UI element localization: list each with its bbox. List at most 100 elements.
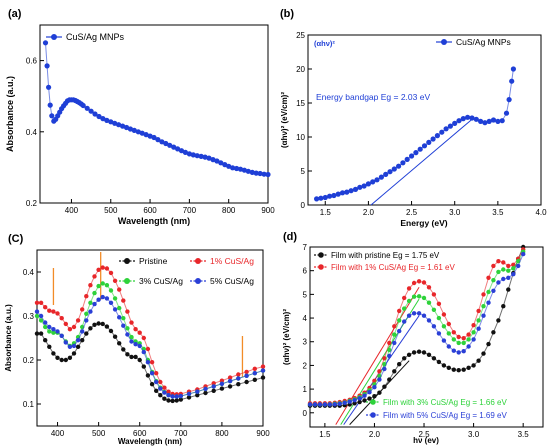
data-point: [244, 373, 249, 378]
data-point: [125, 309, 130, 314]
x-tick-label: 2.0: [369, 430, 381, 439]
x-tick-label: 3.0: [468, 430, 480, 439]
x-tick-label: 4.0: [535, 208, 547, 217]
data-point: [84, 318, 89, 323]
panel-b-corner-label: (αhν)²: [314, 39, 335, 48]
data-point: [426, 352, 432, 357]
data-point: [318, 195, 324, 201]
data-point: [131, 127, 137, 133]
data-point: [100, 294, 105, 300]
x-tick-label: 2.5: [418, 430, 430, 439]
data-point: [203, 386, 208, 392]
data-point: [506, 263, 511, 269]
data-point: [411, 311, 417, 316]
data-point: [348, 188, 354, 194]
panel-b: (b) (αhν)² (αhν)² (eV/cm)² Energy (eV) E…: [280, 8, 547, 228]
data-point: [260, 368, 266, 373]
data-point: [486, 118, 492, 124]
data-point: [84, 105, 90, 111]
panel-b-plot-area: [307, 34, 542, 206]
y-tick-label: 5: [301, 167, 306, 176]
data-point: [421, 313, 427, 318]
data-point: [178, 397, 183, 402]
data-point: [370, 179, 376, 185]
data-point: [108, 328, 114, 334]
data-point: [260, 364, 266, 369]
series-line: [37, 267, 264, 395]
data-point: [206, 155, 212, 161]
data-point: [486, 341, 491, 347]
data-point: [34, 309, 40, 314]
panel-c-legend-item-1pct: 1% CuS/Ag: [190, 256, 254, 266]
y-tick-label: 1: [303, 385, 308, 394]
data-point: [234, 165, 240, 172]
data-point: [461, 349, 466, 354]
data-point: [491, 263, 496, 269]
y-tick-label: 4: [303, 314, 308, 323]
data-point: [478, 118, 484, 124]
data-point: [461, 340, 466, 346]
data-point: [312, 402, 318, 407]
data-point: [121, 316, 126, 321]
panel-c-legend: Pristine 1% CuS/Ag 3% CuS/Ag 5% CuS/Ag: [119, 256, 254, 286]
data-point: [120, 123, 126, 129]
data-point: [80, 102, 86, 109]
data-point: [149, 382, 155, 387]
data-point: [100, 281, 105, 286]
data-point: [495, 118, 501, 124]
data-point: [47, 308, 52, 313]
data-point: [322, 194, 328, 201]
data-point: [104, 324, 110, 329]
data-point: [451, 348, 456, 353]
data-point: [244, 379, 249, 385]
data-point: [145, 373, 151, 378]
series-line: [310, 251, 524, 405]
data-point: [133, 342, 138, 347]
data-point: [452, 120, 458, 126]
data-point: [451, 367, 456, 372]
data-point: [466, 365, 471, 370]
panel-a-legend-text: CuS/Ag MNPs: [66, 32, 125, 42]
data-point: [133, 354, 138, 360]
data-point: [486, 300, 491, 305]
data-point: [202, 154, 208, 160]
data-point: [63, 357, 68, 363]
data-point: [75, 338, 81, 343]
y-tick-label: 2: [303, 361, 308, 370]
data-point: [75, 318, 81, 323]
panel-b-fit-line: [370, 118, 473, 206]
data-point: [511, 272, 516, 277]
panel-d-legend-text: Film with 3% CuS/Ag Eg = 1.66 eV: [383, 398, 508, 407]
series-line: [310, 249, 524, 404]
data-point: [421, 350, 427, 355]
panel-d-plot-area: [309, 246, 544, 428]
x-tick-label: 600: [133, 429, 147, 438]
panel-c: (C) Absorbance (a.u.) Wavelength (nm) 40…: [4, 233, 270, 446]
data-point: [396, 163, 402, 169]
x-tick-label: 700: [174, 429, 188, 438]
data-point: [47, 102, 53, 108]
data-point: [436, 315, 442, 321]
panel-c-xlabel: Wavelength (nm): [118, 437, 182, 446]
data-point: [129, 354, 134, 360]
panel-c-legend-text: 5% CuS/Ag: [210, 276, 254, 286]
data-point: [416, 294, 422, 299]
data-point: [108, 288, 114, 293]
data-point: [331, 192, 337, 199]
data-point: [123, 124, 130, 131]
panel-d-legend-marker: [318, 264, 324, 270]
data-point: [260, 375, 266, 380]
data-point: [499, 118, 505, 124]
data-point: [51, 327, 56, 332]
data-point: [42, 40, 49, 46]
data-point: [481, 313, 486, 318]
data-point: [521, 251, 526, 257]
data-point: [158, 393, 163, 398]
data-point: [456, 118, 462, 124]
data-point: [92, 274, 97, 279]
data-point: [195, 389, 200, 394]
panel-d-legend-text: Film with 1% CuS/Ag Eg = 1.61 eV: [331, 263, 456, 272]
data-point: [178, 148, 185, 154]
data-point: [88, 283, 93, 288]
data-point: [397, 308, 402, 314]
